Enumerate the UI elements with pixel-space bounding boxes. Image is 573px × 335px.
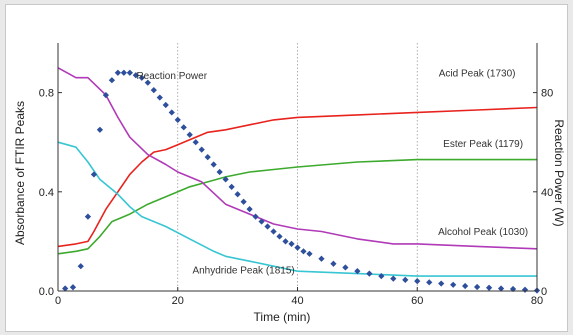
power-point [77,263,84,270]
power-point [90,171,98,178]
annotation-acid-peak-1730: Acid Peak (1730) [439,68,516,79]
y-axis-left-label: Absorbance of FTIR Peaks [13,101,27,245]
power-point [144,79,151,86]
power-point [485,284,493,291]
power-point [497,285,505,292]
power-point [521,286,529,293]
power-point [414,277,421,285]
x-tick-label: 40 [291,295,303,307]
power-point [438,280,445,287]
chart-frame: Time (min) Absorbance of FTIR Peaks Reac… [5,4,568,332]
power-point [222,176,229,183]
y-left-tick-label: 0.4 [39,187,54,199]
y-right-tick-label: 80 [541,88,553,100]
power-point [252,213,259,220]
y-right-tick-label: 0 [541,286,547,298]
power-point [354,268,361,275]
power-point [102,91,110,99]
power-point [132,72,139,79]
series-layer [57,67,541,294]
power-point [186,131,193,138]
series-reaction-power [62,69,541,294]
annotation-alcohol-peak-1030: Alcohol Peak (1030) [438,227,528,238]
power-point [234,191,241,198]
y-left-tick-label: 0.8 [39,88,54,100]
power-point [69,284,77,291]
power-point [84,213,92,220]
y-axis-right-label: Reaction Power (W) [552,119,566,226]
x-tick-label: 0 [55,295,61,307]
ftir-reaction-chart: Time (min) Absorbance of FTIR Peaks Reac… [13,43,566,324]
power-point [162,101,169,109]
power-point [330,260,337,267]
power-point [216,168,223,176]
power-point [390,275,397,282]
power-point [246,206,253,213]
power-point [282,238,289,245]
y-left-tick-label: 0.0 [39,286,54,298]
annotation-anhydride-peak-1815: Anhydride Peak (1815) [192,266,294,277]
power-point [114,69,121,76]
power-point [366,270,373,277]
power-point [210,161,217,168]
power-point [192,139,199,146]
power-point [342,264,349,271]
series-line-ester-peak-1179 [57,158,537,255]
power-point [300,248,307,255]
x-tick-label: 20 [172,295,184,307]
power-point [228,183,235,190]
series-line-acid-peak-1730 [57,106,538,248]
power-point [288,240,295,247]
power-point [402,276,409,283]
power-point [150,87,157,94]
power-point [174,116,181,123]
power-point [156,94,163,101]
power-point [306,250,313,257]
power-point [264,223,271,230]
power-point [474,283,481,291]
annotations: Reaction Power Acid Peak (1730) Ester Peak… [136,68,528,276]
annotation-reaction-power: Reaction Power [136,71,207,82]
power-point [318,255,325,262]
x-tick-label: 60 [411,295,423,307]
power-point [120,69,127,76]
power-point [450,281,457,288]
y-right-tick-label: 40 [541,187,553,199]
power-point [108,77,115,84]
power-point [426,279,433,286]
power-point [138,74,145,81]
annotation-ester-peak-1179: Ester Peak (1179) [443,139,523,150]
power-point [96,126,104,133]
power-point [204,153,211,161]
power-point [198,146,205,153]
power-point [270,228,277,235]
tick-labels: 0 20 40 60 80 0.0 0.4 0.8 0 40 80 [39,88,554,307]
power-point [168,109,175,116]
power-point [240,198,247,205]
x-axis-label: Time (min) [254,310,311,324]
series-line-alcohol-peak-1030 [57,67,538,250]
power-point [276,233,283,240]
power-point [294,244,301,251]
power-point [180,124,187,131]
power-point [378,273,385,280]
x-tick-label: 80 [531,295,543,307]
power-point [126,69,133,76]
power-point [462,282,469,290]
